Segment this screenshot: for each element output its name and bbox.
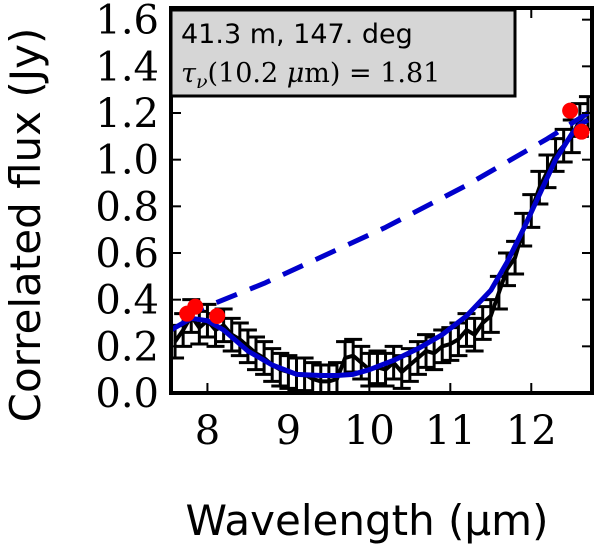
- y-axis-title: Correlated flux (Jy): [1, 28, 50, 423]
- red-marker: [187, 298, 204, 315]
- x-tick-label: 11: [425, 408, 476, 454]
- y-tick-label: 1.6: [95, 0, 159, 44]
- errorbar: [230, 321, 249, 358]
- errorbar: [481, 298, 500, 334]
- y-tick-label: 0.2: [95, 324, 159, 370]
- errorbar: [376, 351, 395, 388]
- y-tick-label: 1.2: [95, 91, 159, 137]
- y-tick-label: 0.8: [95, 184, 159, 230]
- series-layer: [171, 95, 592, 393]
- red-marker: [573, 123, 590, 140]
- annotation-background: [169, 8, 517, 98]
- errorbar: [327, 361, 346, 393]
- y-tick-label: 1.4: [95, 44, 159, 90]
- errorbar: [238, 328, 257, 365]
- errorbar: [465, 316, 484, 353]
- annotation-line1: 41.3 m, 147. deg: [181, 19, 413, 50]
- x-tick-label: 9: [276, 408, 301, 454]
- y-tick-label: 0.0: [95, 371, 159, 417]
- errorbar: [303, 361, 322, 393]
- plot-frame: [169, 6, 594, 395]
- annotation-box: 41.3 m, 147. deg τν(10.2 μm) = 1.81: [169, 8, 517, 98]
- x-tick-label: 10: [344, 408, 395, 454]
- y-tick-label: 0.6: [95, 231, 159, 277]
- tick-layer: 8 9 10 11 12 0.00.20.40.60.81.01.21.41.6: [95, 0, 592, 454]
- red-marker: [562, 102, 579, 119]
- x-axis-title: Wavelength (μm): [186, 496, 549, 545]
- x-tick-label: 12: [506, 408, 557, 454]
- x-tick-label: 8: [195, 408, 220, 454]
- y-tick-label: 0.4: [95, 278, 159, 324]
- y-tick-label: 1.0: [95, 138, 159, 184]
- annotation-line2: τν(10.2 μm) = 1.81: [181, 58, 440, 93]
- data-line: [173, 111, 590, 384]
- errorbar: [417, 333, 436, 369]
- model-dashed-line: [182, 110, 590, 319]
- red-marker: [209, 308, 226, 324]
- model-fit-line: [171, 117, 590, 378]
